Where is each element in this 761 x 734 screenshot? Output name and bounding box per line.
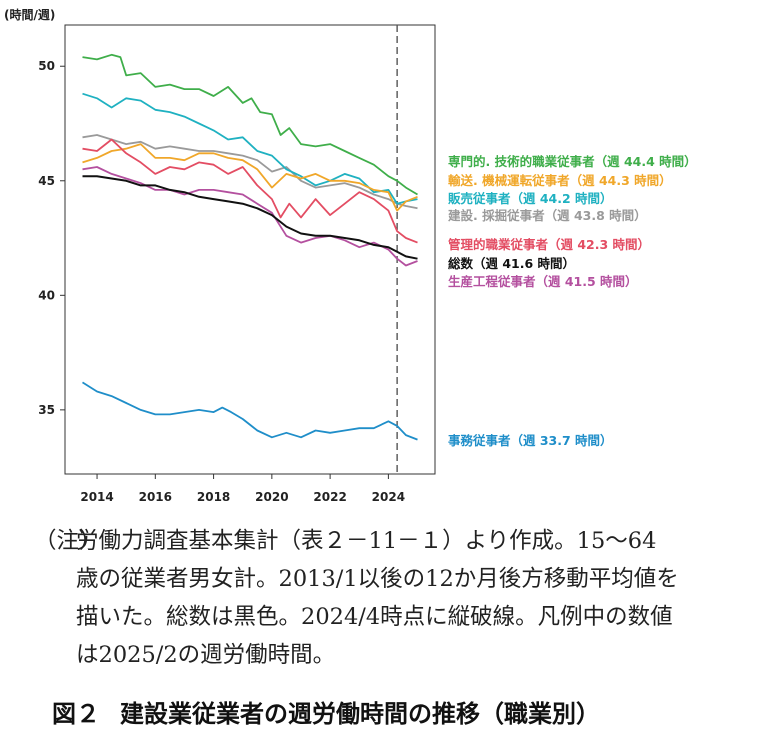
legend-entry: 建設. 採掘従事者（週 43.8 時間）: [448, 208, 647, 223]
x-tick-label: 2024: [372, 490, 405, 504]
chart-series-lines: [82, 53, 418, 441]
y-tick-label: 35: [38, 403, 55, 417]
legend-entry: 事務従事者（週 33.7 時間）: [448, 433, 613, 448]
x-tick-label: 2022: [313, 490, 346, 504]
legend-entry: 販売従事者（週 44.2 時間）: [448, 191, 613, 206]
note-line: 労働力調査基本集計（表２－11－１）より作成。15〜64: [76, 528, 657, 554]
series-line: [82, 134, 418, 210]
chart-axes: (時間/週) 35 40 45 50 2014 2016 2018 2020 2022 2024: [4, 7, 436, 504]
y-tick-label: 50: [38, 59, 55, 73]
y-tick-label: 40: [38, 288, 55, 302]
note-lead: （注）: [34, 528, 102, 554]
plot-frame: [64, 24, 436, 475]
note-line: 歳の従業者男女計。2013/1以後の12か月後方移動平均値を: [76, 566, 679, 592]
x-tick-label: 2020: [255, 490, 288, 504]
line-chart: (時間/週) 35 40 45 50 2014 2016 2018 2020 2022 2024 専…: [4, 7, 697, 504]
series-line: [82, 166, 418, 267]
legend-entry: 専門的. 技術的職業従事者（週 44.4 時間）: [448, 154, 697, 169]
series-line: [82, 53, 418, 196]
y-tick-label: 45: [38, 174, 55, 188]
series-line: [82, 175, 418, 260]
x-tick-label: 2014: [80, 490, 113, 504]
series-line: [82, 143, 418, 212]
note-line: 描いた。総数は黒色。2024/4時点に縦破線。凡例中の数値: [76, 604, 673, 630]
legend-entry: 総数（週 41.6 時間）: [448, 256, 575, 271]
legend-entry: 管理的職業従事者（週 42.3 時間）: [448, 237, 650, 252]
figure-number: 図２: [52, 700, 100, 728]
series-line: [82, 92, 418, 205]
figure-title: 建設業従業者の週労働時間の推移（職業別）: [120, 700, 600, 728]
note-line: は2025/2の週労働時間。: [76, 642, 336, 668]
y-unit-label: (時間/週): [4, 7, 55, 22]
figure-caption: 図２ 建設業従業者の週労働時間の推移（職業別）: [52, 694, 600, 729]
chart-legend: 専門的. 技術的職業従事者（週 44.4 時間） 輸送. 機械運転従事者（週 44…: [448, 154, 697, 448]
figure-note: （注） 労働力調査基本集計（表２－11－１）より作成。15〜64 歳の従業者男女…: [34, 522, 744, 674]
x-tick-label: 2018: [197, 490, 230, 504]
series-line: [82, 138, 418, 244]
legend-entry: 生産工程従事者（週 41.5 時間）: [448, 274, 638, 289]
series-line: [82, 381, 418, 441]
legend-entry: 輸送. 機械運転従事者（週 44.3 時間）: [448, 173, 672, 188]
x-tick-label: 2016: [139, 490, 172, 504]
